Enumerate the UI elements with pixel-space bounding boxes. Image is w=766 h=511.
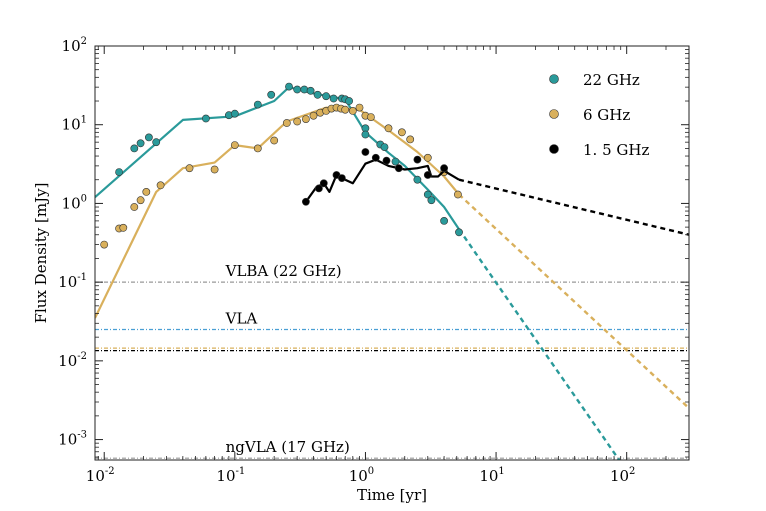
- series-22-ghz-point-21: [361, 130, 370, 139]
- series-22-ghz-point-9: [267, 90, 276, 99]
- series-22-ghz-point-26: [423, 190, 432, 199]
- series-6-ghz-point-12: [282, 119, 291, 127]
- tick-layer: 10-2 10-1 100 101 102 10-3 10-2 10-1 100 101 102: [58, 36, 689, 485]
- series-22-ghz-point-3: [144, 133, 153, 142]
- series-6-ghz-point-11: [270, 136, 279, 145]
- x-tick-label: 101: [479, 466, 504, 485]
- y-tick-label: 10-1: [58, 272, 87, 291]
- legend-marker-22-ghz: [549, 74, 559, 84]
- series-6-ghz-point-14: [301, 115, 310, 123]
- legend: 22 GHz 6 GHz 1. 5 GHz: [549, 71, 649, 159]
- series-22-ghz-point-19: [345, 97, 353, 105]
- y-tick-label: 102: [62, 36, 87, 55]
- series-6-ghz-point-26: [384, 124, 393, 133]
- series-22-ghz-point-10: [285, 82, 293, 91]
- series-6-ghz-point-3: [130, 203, 139, 211]
- legend-label-6-ghz: 6 GHz: [583, 106, 630, 124]
- series-6-ghz-point-29: [423, 153, 432, 162]
- reference-label-vlba-22-ghz: VLBA (22 GHz): [225, 262, 342, 280]
- legend-marker-6-ghz: [549, 109, 559, 119]
- series-22-ghz-point-13: [306, 86, 315, 95]
- series-1-5-ghz-point-8: [394, 164, 403, 173]
- series-22-ghz-point-1: [130, 144, 139, 153]
- series-1-5-ghz-point-5: [361, 148, 370, 156]
- series-6-ghz-point-27: [397, 128, 406, 137]
- series-22-ghz-point-5: [201, 114, 210, 123]
- series-22-ghz-point-28: [440, 216, 448, 225]
- x-tick-label: 10-2: [86, 466, 115, 485]
- series-6-ghz-point-25: [366, 113, 375, 121]
- plot-frame: [94, 45, 690, 461]
- series-6-ghz-point-31: [453, 190, 462, 199]
- series-22-ghz-point-4: [152, 138, 161, 147]
- series-6-ghz-point-28: [406, 135, 415, 144]
- series-22-ghz-point-12: [300, 85, 309, 94]
- series-22-ghz-point-15: [322, 92, 330, 101]
- series-22-ghz-point-8: [253, 100, 262, 109]
- series-22-ghz-extrapolation: [458, 228, 621, 460]
- x-tick-label: 10-1: [216, 466, 245, 485]
- series-22-ghz-point-7: [230, 109, 239, 118]
- series-22-ghz-point-24: [391, 157, 400, 166]
- y-tick-label: 101: [62, 115, 87, 134]
- series-6-ghz-point-10: [253, 144, 262, 153]
- series-6-ghz-point-22: [348, 107, 357, 115]
- series-6-ghz-point-23: [355, 103, 364, 112]
- series-6-ghz-point-9: [230, 141, 239, 149]
- series-1-5-ghz-point-9: [413, 155, 422, 164]
- series-1-5-ghz-point-11: [440, 164, 448, 173]
- series-22-ghz-point-14: [313, 90, 322, 99]
- series-22-ghz-point-29: [455, 228, 463, 237]
- x-axis-title: Time [yr]: [357, 486, 427, 504]
- legend-marker-1-5-ghz: [549, 144, 559, 154]
- y-axis-title: Flux Density [mJy]: [32, 183, 50, 324]
- series-1-5-ghz-point-1: [314, 184, 323, 193]
- series-6-ghz-point-8: [210, 165, 219, 174]
- reference-label-ngvla-17-ghz: ngVLA (17 GHz): [226, 438, 350, 456]
- series-1-5-ghz-point-10: [423, 171, 432, 179]
- x-tick-label: 100: [349, 466, 374, 485]
- series-6-ghz-point-13: [293, 117, 302, 126]
- reference-lines-layer: VLBA (22 GHz) VLA ngVLA (17 GHz): [95, 262, 689, 459]
- series-6-ghz-point-0: [100, 240, 109, 249]
- series-22-ghz-point-23: [380, 143, 389, 151]
- y-tick-label: 10-2: [58, 351, 87, 370]
- series-1-5-ghz-point-6: [371, 153, 380, 162]
- series-6-ghz-point-4: [136, 196, 145, 205]
- series-6-ghz-extrapolation: [458, 193, 689, 410]
- series-1-5-ghz-point-2: [319, 179, 328, 188]
- series-6-ghz-point-15: [309, 111, 318, 120]
- series-22-ghz-point-16: [329, 94, 338, 103]
- y-tick-label: 100: [62, 193, 87, 212]
- series-1-5-ghz-point-4: [337, 174, 346, 182]
- x-tick-label: 102: [610, 466, 635, 485]
- series-22-ghz-point-27: [427, 196, 436, 205]
- legend-label-22-ghz: 22 GHz: [583, 71, 640, 89]
- series-6-ghz-point-7: [185, 164, 194, 173]
- series-1-5-ghz-extrapolation: [458, 178, 689, 236]
- series-1-5-ghz-point-7: [382, 156, 391, 165]
- series-layer: [95, 82, 689, 460]
- series-22-ghz-point-2: [136, 139, 145, 148]
- series-22-ghz-point-25: [413, 175, 422, 184]
- y-tick-label: 10-3: [58, 430, 87, 449]
- series-6-ghz-point-2: [119, 223, 128, 232]
- legend-label-1-5-ghz: 1. 5 GHz: [583, 141, 649, 159]
- series-6-ghz-point-6: [156, 181, 165, 190]
- series-1-5-ghz-fit-line: [305, 158, 460, 203]
- reference-label-vla: VLA: [225, 310, 258, 328]
- series-6-ghz-point-5: [142, 187, 151, 196]
- series-6-ghz-point-21: [341, 105, 350, 114]
- series-22-ghz-point-0: [115, 168, 123, 176]
- series-1-5-ghz-point-0: [301, 197, 310, 206]
- series-22-ghz-point-11: [293, 85, 302, 94]
